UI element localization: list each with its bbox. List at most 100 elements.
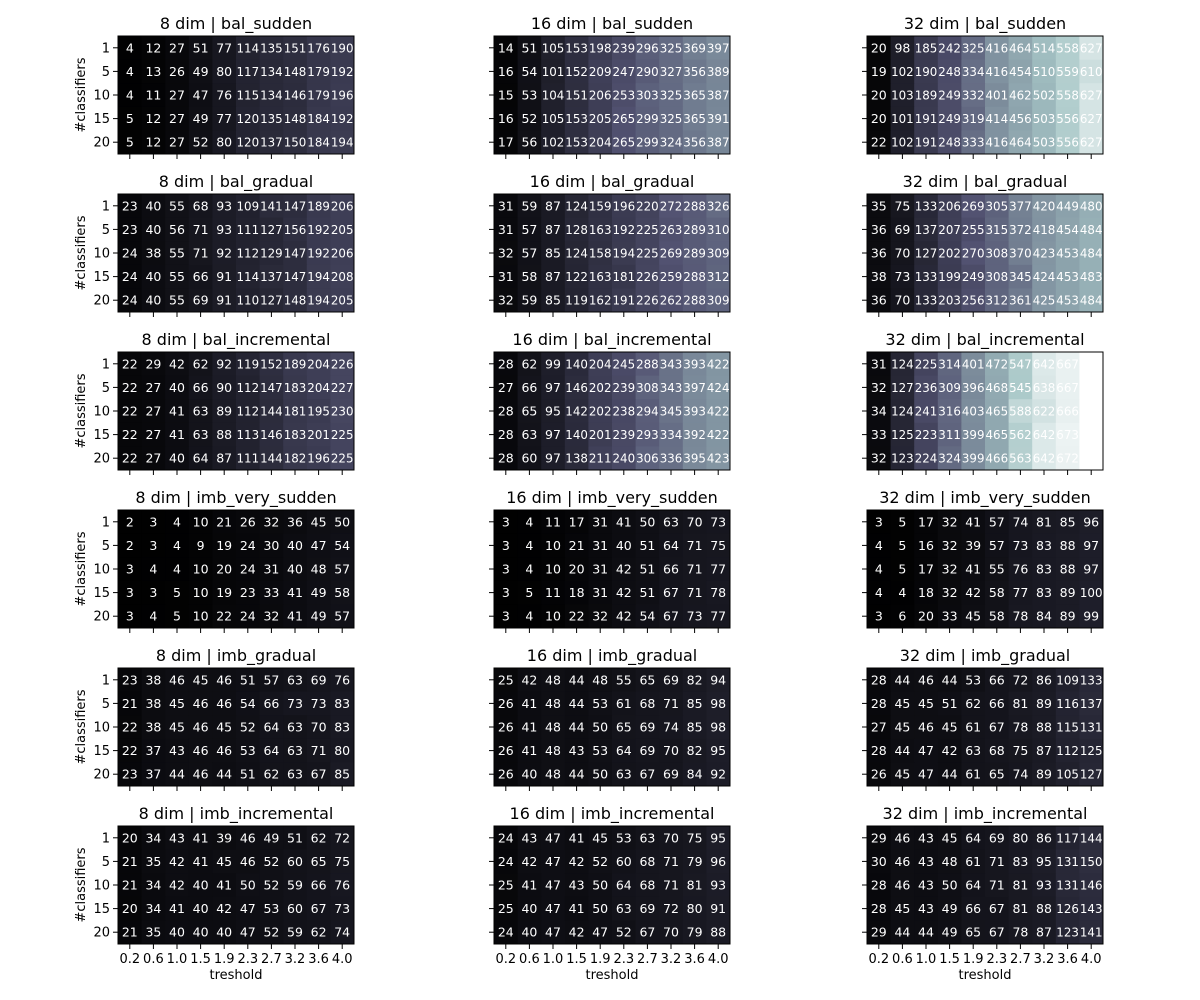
cell-value-label: 73 <box>894 269 910 284</box>
cell-value-label: 4 <box>525 609 533 624</box>
cell-value-label: 57 <box>334 562 350 577</box>
cell-value-label: 28 <box>498 427 514 442</box>
cell-value-label: 49 <box>311 585 327 600</box>
y-tick-label: 10 <box>93 879 110 894</box>
cell-value-label: 42 <box>521 854 537 869</box>
x-tick-label: 1.0 <box>167 952 188 967</box>
cell-value-label: 395 <box>683 451 706 466</box>
cell-value-label: 294 <box>636 404 659 419</box>
cell-value-label: 42 <box>569 925 585 940</box>
cell-value-label: 627 <box>1080 40 1103 55</box>
cell-value-label: 89 <box>216 404 232 419</box>
cell-value-label: 627 <box>1080 111 1103 126</box>
cell-value-label: 78 <box>1012 720 1028 735</box>
x-tick-label: 2.7 <box>261 952 282 967</box>
cell-value-label: 41 <box>521 878 537 893</box>
cell-value-label: 308 <box>986 269 1009 284</box>
cell-value-label: 5 <box>126 135 134 150</box>
cell-value-label: 389 <box>707 64 730 79</box>
cell-value-label: 31 <box>498 222 514 237</box>
cell-value-label: 43 <box>918 830 934 845</box>
cell-value-label: 50 <box>942 878 958 893</box>
cell-value-label: 28 <box>871 743 887 758</box>
cell-value-label: 48 <box>545 696 561 711</box>
cell-value-label: 78 <box>1012 925 1028 940</box>
cell-value-label: 333 <box>962 135 985 150</box>
cell-value-label: 87 <box>545 222 561 237</box>
cell-value-label: 81 <box>1012 696 1028 711</box>
cell-value-label: 50 <box>334 514 350 529</box>
cell-value-label: 97 <box>545 451 561 466</box>
heatmap-panel: 32 dim | imb_very_sudden3 5 17 32 41 57 74 81 85… <box>862 488 1103 633</box>
y-tick-label: 5 <box>102 539 110 554</box>
cell-value-label: 206 <box>331 198 354 213</box>
x-tick-label: 2.7 <box>1010 952 1031 967</box>
cell-value-label: 12 <box>145 40 161 55</box>
panel-title: 16 dim | bal_gradual <box>530 172 695 192</box>
cell-value-label: 17 <box>918 514 934 529</box>
cell-value-label: 462 <box>1009 88 1032 103</box>
cell-value-label: 42 <box>616 585 632 600</box>
cell-value-label: 57 <box>334 609 350 624</box>
cell-value-label: 365 <box>683 88 706 103</box>
cell-value-label: 24 <box>498 830 514 845</box>
cell-value-label: 42 <box>616 562 632 577</box>
cell-value-label: 74 <box>334 925 350 940</box>
x-tick-label: 1.0 <box>543 952 564 967</box>
cell-value-label: 514 <box>1033 40 1056 55</box>
cell-value-label: 27 <box>145 404 161 419</box>
cell-value-label: 502 <box>1033 88 1056 103</box>
cell-value-label: 37 <box>145 767 161 782</box>
cell-value-label: 69 <box>193 293 209 308</box>
cell-value-label: 46 <box>193 720 209 735</box>
y-axis-label: #classifiers <box>74 531 89 606</box>
cell-value-label: 26 <box>240 514 256 529</box>
cell-value-label: 61 <box>965 720 981 735</box>
x-tick-label: 0.2 <box>868 952 889 967</box>
cell-value-label: 480 <box>1080 198 1103 213</box>
cell-value-label: 334 <box>962 64 985 79</box>
cell-value-label: 226 <box>636 269 659 284</box>
cell-value-label: 80 <box>687 901 703 916</box>
cell-value-label: 181 <box>613 269 636 284</box>
cell-value-label: 334 <box>660 427 683 442</box>
y-tick-label: 20 <box>93 768 110 783</box>
cell-value-label: 468 <box>986 380 1009 395</box>
cell-value-label: 76 <box>334 878 350 893</box>
cell-value-label: 2 <box>126 538 134 553</box>
cell-value-label: 70 <box>663 830 679 845</box>
cell-value-label: 249 <box>938 111 961 126</box>
cell-value-label: 85 <box>687 696 703 711</box>
cell-value-label: 5 <box>898 538 906 553</box>
cell-value-label: 127 <box>1080 767 1103 782</box>
cell-value-label: 140 <box>565 427 588 442</box>
cell-value-label: 42 <box>965 585 981 600</box>
cell-value-label: 115 <box>237 88 260 103</box>
cell-value-label: 19 <box>871 64 887 79</box>
cell-value-label: 69 <box>639 743 655 758</box>
cell-value-label: 127 <box>260 222 283 237</box>
cell-value-label: 192 <box>331 64 354 79</box>
cell-value-label: 85 <box>545 246 561 261</box>
cell-value-label: 423 <box>1033 246 1056 261</box>
cell-value-label: 35 <box>145 854 161 869</box>
cell-value-label: 22 <box>122 451 138 466</box>
cell-value-label: 38 <box>145 720 161 735</box>
cell-value-label: 49 <box>311 609 327 624</box>
cell-value-label: 120 <box>237 135 260 150</box>
cell-value-label: 361 <box>1009 293 1032 308</box>
cell-value-label: 642 <box>1033 451 1056 466</box>
cell-value-label: 5 <box>173 609 181 624</box>
y-tick-label: 10 <box>93 721 110 736</box>
y-tick-label: 15 <box>93 428 110 443</box>
cell-value-label: 71 <box>989 878 1005 893</box>
cell-value-label: 20 <box>871 88 887 103</box>
cell-value-label: 44 <box>216 767 232 782</box>
cell-value-label: 95 <box>545 404 561 419</box>
cell-value-label: 255 <box>962 222 985 237</box>
cell-value-label: 111 <box>237 222 260 237</box>
cell-value-label: 68 <box>639 878 655 893</box>
cell-value-label: 3 <box>502 514 510 529</box>
cell-value-label: 148 <box>284 111 307 126</box>
cell-value-label: 91 <box>710 901 726 916</box>
